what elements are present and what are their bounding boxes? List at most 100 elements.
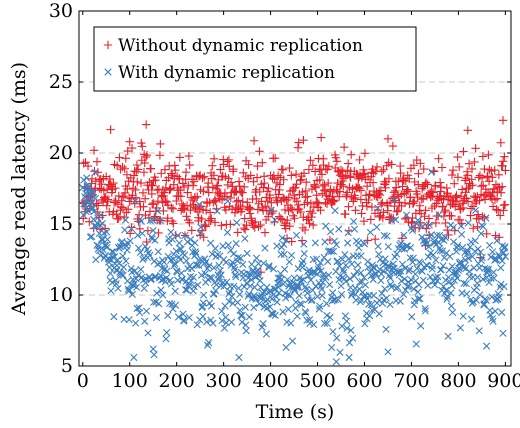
point [405, 174, 414, 183]
point [364, 195, 373, 205]
point [254, 266, 262, 274]
point [393, 250, 401, 258]
point [252, 254, 261, 262]
point [480, 301, 488, 309]
point [224, 197, 232, 205]
point [436, 183, 446, 192]
point [274, 190, 283, 199]
point [326, 313, 334, 321]
point [343, 324, 351, 332]
point [238, 318, 246, 326]
point [265, 262, 273, 270]
point [294, 138, 303, 147]
point [242, 327, 250, 335]
point [202, 258, 210, 266]
point [421, 307, 429, 315]
point [501, 166, 510, 175]
point [348, 184, 357, 194]
point [406, 244, 415, 252]
point [295, 283, 303, 291]
point [300, 240, 308, 248]
point [147, 189, 157, 199]
point [375, 212, 384, 222]
point [458, 203, 468, 213]
point [246, 204, 255, 213]
y-tick-label-25: 25 [49, 71, 73, 93]
point [140, 194, 150, 203]
point [150, 298, 158, 306]
point [147, 275, 155, 283]
point [325, 271, 333, 279]
point [226, 178, 236, 187]
point [459, 312, 467, 320]
point [134, 231, 142, 239]
point [79, 159, 88, 168]
point [244, 292, 252, 300]
point [166, 184, 175, 194]
point [393, 206, 403, 216]
x-tick-label-100: 100 [112, 370, 148, 392]
point [191, 248, 200, 256]
point [118, 162, 127, 172]
point [182, 286, 190, 294]
point [257, 283, 265, 292]
point [369, 263, 377, 272]
point [121, 154, 131, 163]
point [224, 241, 232, 249]
point [388, 141, 398, 151]
point [444, 332, 452, 340]
point [482, 296, 490, 304]
point [376, 265, 384, 273]
point [386, 274, 394, 282]
y-tick-label-20: 20 [49, 142, 73, 164]
point [377, 167, 387, 176]
point [442, 183, 451, 193]
point [255, 187, 264, 197]
point [348, 260, 356, 268]
point [135, 197, 144, 206]
point [451, 202, 460, 211]
point [175, 153, 185, 162]
point [174, 231, 182, 240]
point [269, 265, 278, 273]
point [135, 224, 145, 234]
point [142, 307, 151, 315]
point [272, 195, 281, 205]
point [280, 250, 288, 258]
point [282, 294, 290, 302]
point [97, 211, 105, 219]
point [317, 267, 325, 275]
point [252, 295, 260, 303]
point [467, 238, 475, 246]
point [420, 212, 429, 221]
point [344, 202, 353, 211]
point [123, 146, 132, 156]
point [242, 279, 251, 287]
point-outlier [328, 343, 336, 352]
point [442, 286, 450, 294]
point [126, 286, 134, 294]
point [270, 285, 278, 293]
point [428, 188, 438, 197]
point [345, 339, 354, 347]
x-tick-label-300: 300 [205, 370, 241, 392]
point [350, 225, 359, 233]
point [500, 200, 510, 209]
point [180, 316, 188, 324]
point [397, 277, 406, 285]
y-tick-label-30: 30 [49, 0, 73, 22]
point [132, 275, 140, 283]
point [292, 197, 302, 206]
point [475, 327, 483, 335]
point [256, 220, 265, 230]
point-outlier [384, 348, 392, 356]
point [287, 237, 296, 246]
point [437, 163, 447, 172]
point [419, 194, 428, 203]
point [497, 182, 507, 191]
point [291, 170, 301, 179]
point [473, 210, 483, 219]
point [320, 319, 329, 327]
point [349, 334, 357, 342]
point [165, 161, 174, 171]
